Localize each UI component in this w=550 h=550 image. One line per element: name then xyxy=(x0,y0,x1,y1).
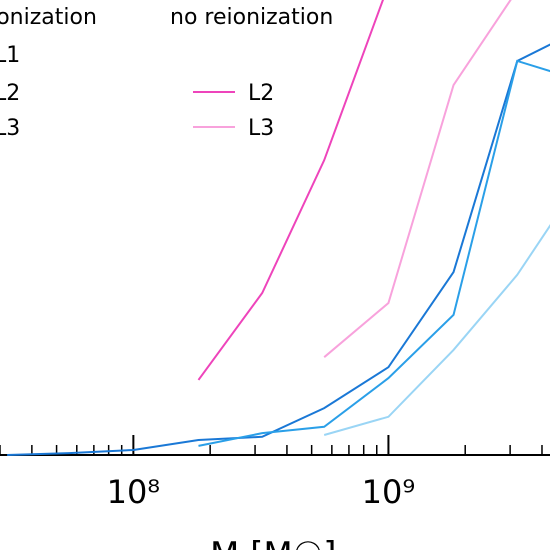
legend-label: L3 xyxy=(248,116,274,141)
data-line xyxy=(323,0,512,358)
data-line xyxy=(198,59,550,447)
x-tick-label: 10⁹ xyxy=(362,473,416,511)
x-tick-label: 10⁸ xyxy=(107,473,161,511)
legend-label: L3 xyxy=(0,116,20,141)
legend-label: L2 xyxy=(0,81,20,106)
legend-label: L2 xyxy=(248,81,274,106)
data-line xyxy=(197,0,384,381)
x-axis-label: M [M☉] xyxy=(210,535,337,550)
plot-area xyxy=(7,0,550,456)
legend-title: reionization xyxy=(0,5,97,30)
legend-label: L1 xyxy=(0,43,20,68)
data-line xyxy=(7,43,550,456)
data-line xyxy=(323,224,550,436)
legend-title: no reionization xyxy=(170,5,333,30)
